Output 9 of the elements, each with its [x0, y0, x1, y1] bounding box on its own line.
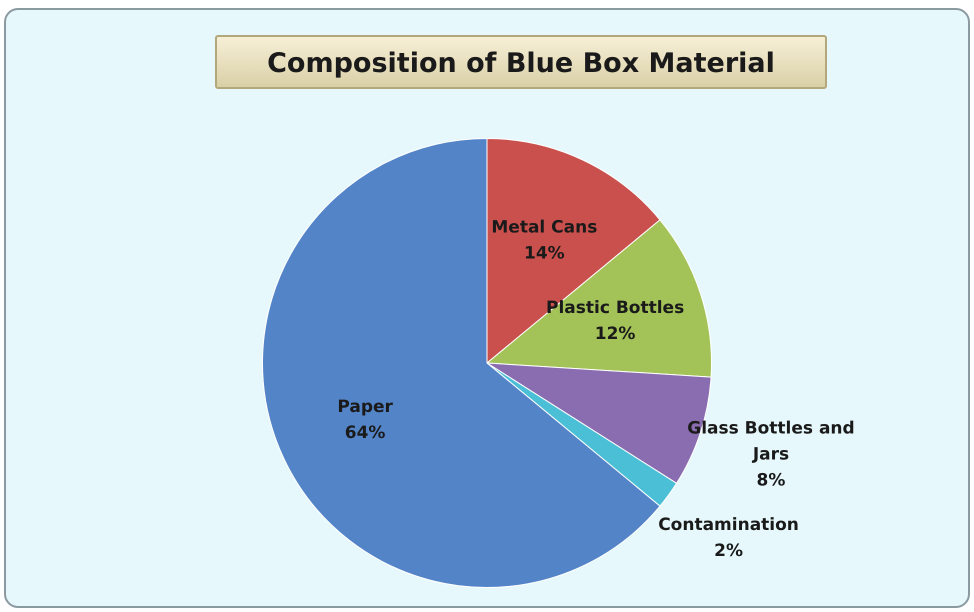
data-label: 8%: [756, 470, 786, 491]
chart-title: Composition of Blue Box Material: [215, 35, 827, 89]
data-label: 64%: [344, 422, 386, 443]
slice-label: Metal Cans: [491, 218, 598, 238]
data-label: 12%: [594, 324, 636, 344]
data-label: 2%: [714, 540, 743, 561]
slice-label: Paper: [337, 396, 394, 417]
data-label: 14%: [524, 244, 565, 264]
slice-label: Contamination: [658, 514, 799, 535]
